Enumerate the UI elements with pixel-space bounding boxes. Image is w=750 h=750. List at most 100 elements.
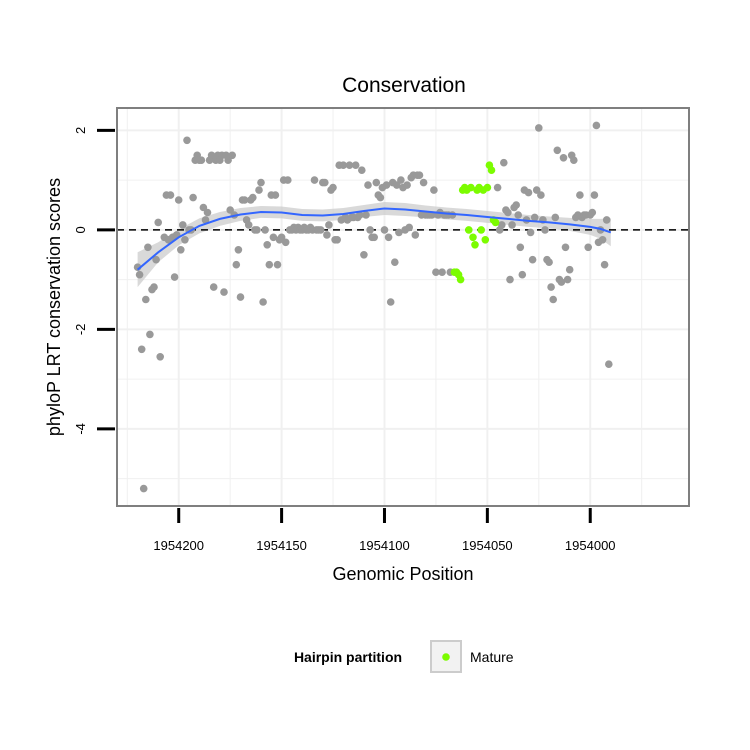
legend: Hairpin partition Mature	[294, 640, 514, 673]
point-other	[156, 353, 164, 361]
point-other	[236, 293, 245, 301]
point-other	[602, 216, 611, 224]
point-other	[600, 260, 609, 269]
point-other	[150, 283, 158, 291]
y-tick-label: -2	[73, 324, 88, 336]
point-other	[590, 191, 599, 199]
point-other	[432, 268, 440, 277]
point-other	[541, 226, 549, 234]
point-other	[358, 166, 366, 174]
point-other	[281, 238, 290, 247]
point-other	[234, 246, 243, 254]
point-other	[360, 251, 368, 259]
point-other	[498, 221, 506, 229]
point-other	[177, 246, 185, 254]
point-mature	[467, 183, 475, 192]
point-other	[563, 275, 572, 284]
point-other	[321, 178, 329, 187]
point-mature	[487, 166, 496, 174]
point-other	[504, 208, 512, 217]
point-other	[284, 176, 292, 184]
point-other	[329, 183, 337, 192]
point-other	[174, 196, 183, 204]
point-other	[516, 243, 525, 252]
point-other	[438, 268, 446, 277]
y-axis-title: phyloP LRT conservation scores	[44, 178, 64, 436]
point-other	[528, 255, 537, 264]
point-other	[512, 201, 520, 209]
point-other	[518, 270, 527, 279]
point-other	[228, 151, 236, 160]
point-other	[576, 191, 584, 199]
point-other	[366, 226, 374, 234]
point-other	[265, 260, 274, 269]
panel-border	[116, 107, 690, 507]
point-other	[391, 258, 399, 267]
point-other	[411, 231, 420, 239]
y-axis: 2 0 -2 -4	[73, 127, 115, 435]
point-other	[605, 360, 613, 369]
point-other	[500, 158, 508, 167]
point-other	[220, 288, 228, 296]
legend-title: Hairpin partition	[294, 649, 402, 665]
point-other	[271, 191, 280, 199]
point-other	[166, 191, 175, 199]
point-other	[316, 226, 325, 234]
point-other	[146, 330, 154, 339]
point-mature	[483, 183, 492, 192]
point-other	[273, 260, 282, 269]
point-mature	[471, 241, 479, 249]
point-mature	[477, 226, 486, 234]
chart-title: Conservation	[342, 74, 466, 97]
point-other	[530, 213, 539, 222]
point-other	[376, 193, 385, 202]
point-mature	[469, 233, 477, 242]
x-tick-label: 1954000	[565, 538, 616, 553]
point-other	[557, 278, 566, 286]
point-other	[559, 154, 568, 162]
point-other	[244, 221, 253, 229]
legend-mature-dot	[442, 653, 450, 661]
x-tick-label: 1954100	[359, 538, 410, 553]
x-tick-label: 1954200	[153, 538, 204, 553]
point-other	[545, 258, 553, 267]
point-other	[142, 295, 150, 304]
point-other	[592, 121, 601, 130]
x-tick-label: 1954150	[256, 538, 307, 553]
point-other	[323, 231, 331, 239]
data-points	[133, 121, 613, 493]
point-other	[397, 176, 405, 184]
point-mature	[456, 275, 465, 284]
point-other	[584, 243, 592, 252]
plot-panel	[117, 108, 689, 506]
point-other	[547, 283, 555, 291]
point-other	[179, 221, 187, 229]
point-other	[372, 178, 381, 187]
point-other	[537, 191, 545, 199]
point-other	[588, 208, 597, 217]
point-other	[351, 161, 360, 169]
point-other	[203, 208, 212, 217]
point-other	[137, 345, 146, 354]
point-other	[257, 178, 265, 187]
point-other	[339, 161, 348, 169]
x-axis-title: Genomic Position	[332, 564, 473, 584]
point-other	[524, 188, 533, 197]
point-other	[255, 186, 263, 194]
point-other	[549, 295, 557, 304]
point-other	[570, 156, 578, 164]
point-other	[415, 171, 424, 179]
point-other	[189, 193, 197, 202]
point-other	[384, 233, 393, 242]
point-other	[199, 203, 208, 212]
point-other	[514, 211, 522, 219]
point-other	[310, 176, 319, 184]
legend-label-mature: Mature	[470, 649, 514, 665]
point-other	[362, 211, 370, 219]
point-other	[232, 260, 241, 269]
point-other	[226, 206, 234, 214]
point-other	[277, 233, 286, 242]
point-other	[154, 218, 162, 227]
point-other	[197, 156, 206, 164]
point-other	[181, 236, 189, 244]
